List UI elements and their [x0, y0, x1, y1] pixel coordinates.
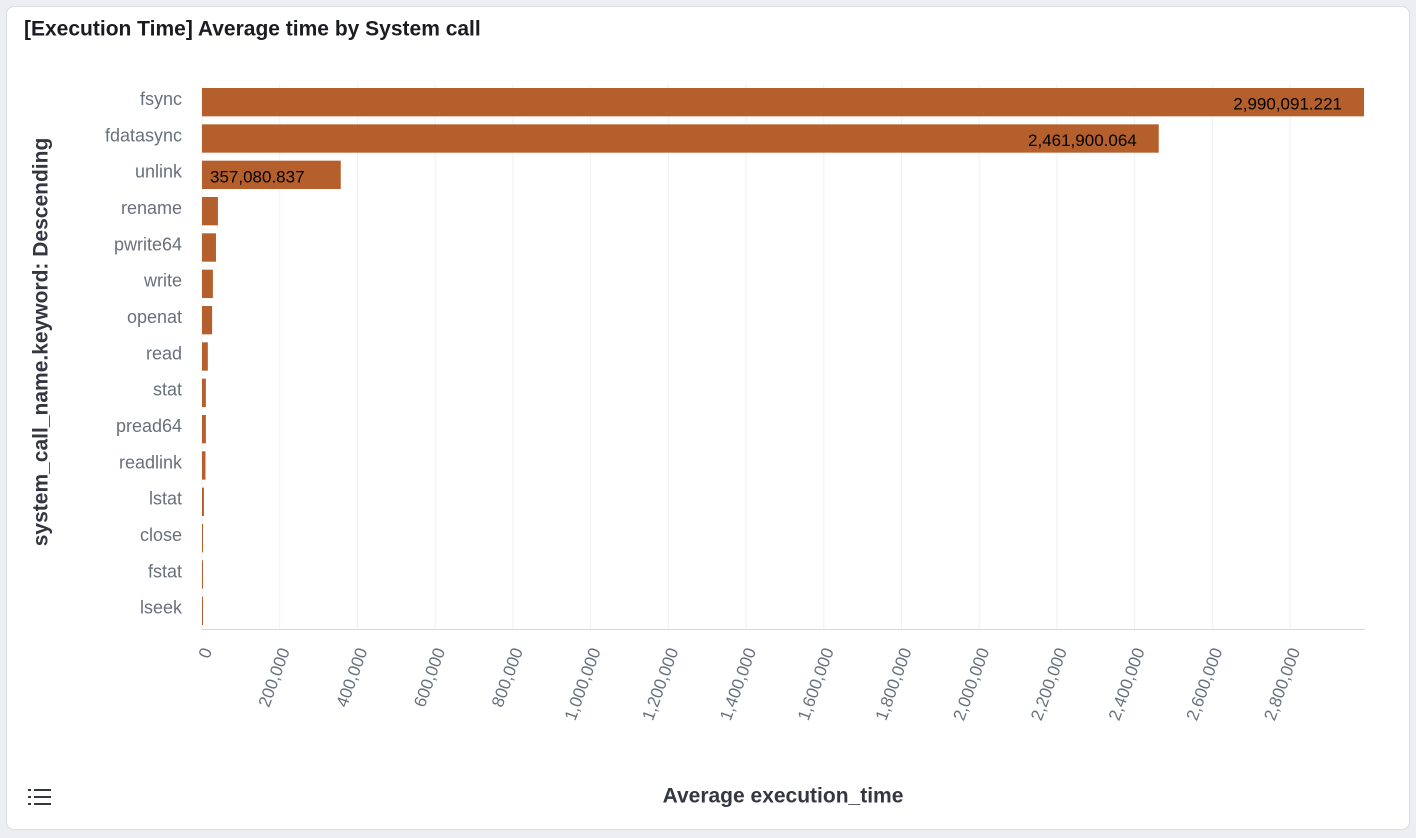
y-axis-title: system_call_name.keyword: Descending	[30, 138, 53, 547]
bar	[202, 596, 203, 626]
y-tick-label: read	[146, 343, 182, 363]
bar	[202, 451, 206, 480]
y-tick-label: readlink	[119, 452, 183, 472]
bar	[202, 414, 206, 444]
y-tick-label: openat	[127, 307, 182, 327]
bar	[202, 305, 213, 335]
x-tick-label: 2,600,000	[1183, 645, 1227, 723]
x-tick-label: 800,000	[488, 645, 527, 709]
x-tick-label: 600,000	[410, 645, 449, 709]
y-tick-label: write	[143, 271, 182, 291]
bar	[202, 487, 204, 517]
y-tick-label: fsync	[140, 89, 182, 109]
x-tick-label: 1,800,000	[872, 645, 916, 723]
x-tick-label: 2,200,000	[1027, 645, 1071, 723]
bar	[202, 269, 213, 299]
bar	[202, 196, 218, 226]
x-tick-label: 1,600,000	[794, 645, 838, 723]
x-tick-label: 200,000	[255, 645, 294, 709]
y-tick-label: lseek	[140, 598, 183, 618]
y-tick-label: unlink	[135, 162, 183, 182]
x-tick-label: 1,000,000	[561, 645, 605, 723]
value-label: 357,080.837	[210, 167, 305, 186]
bar	[202, 233, 216, 262]
x-tick-label: 1,400,000	[716, 645, 760, 723]
y-tick-label: lstat	[149, 489, 182, 509]
bar	[202, 160, 341, 190]
x-axis-title: Average execution_time	[663, 785, 904, 808]
y-tick-label: rename	[121, 198, 182, 218]
chart-title: [Execution Time] Average time by System …	[24, 18, 481, 41]
y-tick-label: stat	[153, 380, 182, 400]
y-tick-label: fstat	[148, 561, 182, 581]
bar	[202, 523, 203, 553]
x-tick-label: 2,000,000	[949, 645, 993, 723]
value-label: 2,461,900.064	[1028, 131, 1137, 150]
y-tick-label: pwrite64	[114, 234, 182, 254]
y-tick-label: fdatasync	[105, 125, 182, 145]
bar	[202, 378, 206, 408]
y-tick-label: close	[140, 525, 182, 545]
x-tick-label: 1,200,000	[639, 645, 683, 723]
bar	[202, 87, 1364, 117]
value-label: 2,990,091.221	[1233, 95, 1342, 114]
legend-toggle-icon[interactable]	[28, 789, 51, 805]
x-tick-label: 400,000	[333, 645, 372, 709]
bar	[202, 124, 1159, 153]
y-tick-label: pread64	[116, 416, 182, 436]
x-tick-label: 2,400,000	[1105, 645, 1149, 723]
x-tick-label: 2,800,000	[1260, 645, 1304, 723]
bar	[202, 342, 208, 371]
bar	[202, 560, 203, 589]
x-tick-label: 0	[195, 645, 216, 660]
